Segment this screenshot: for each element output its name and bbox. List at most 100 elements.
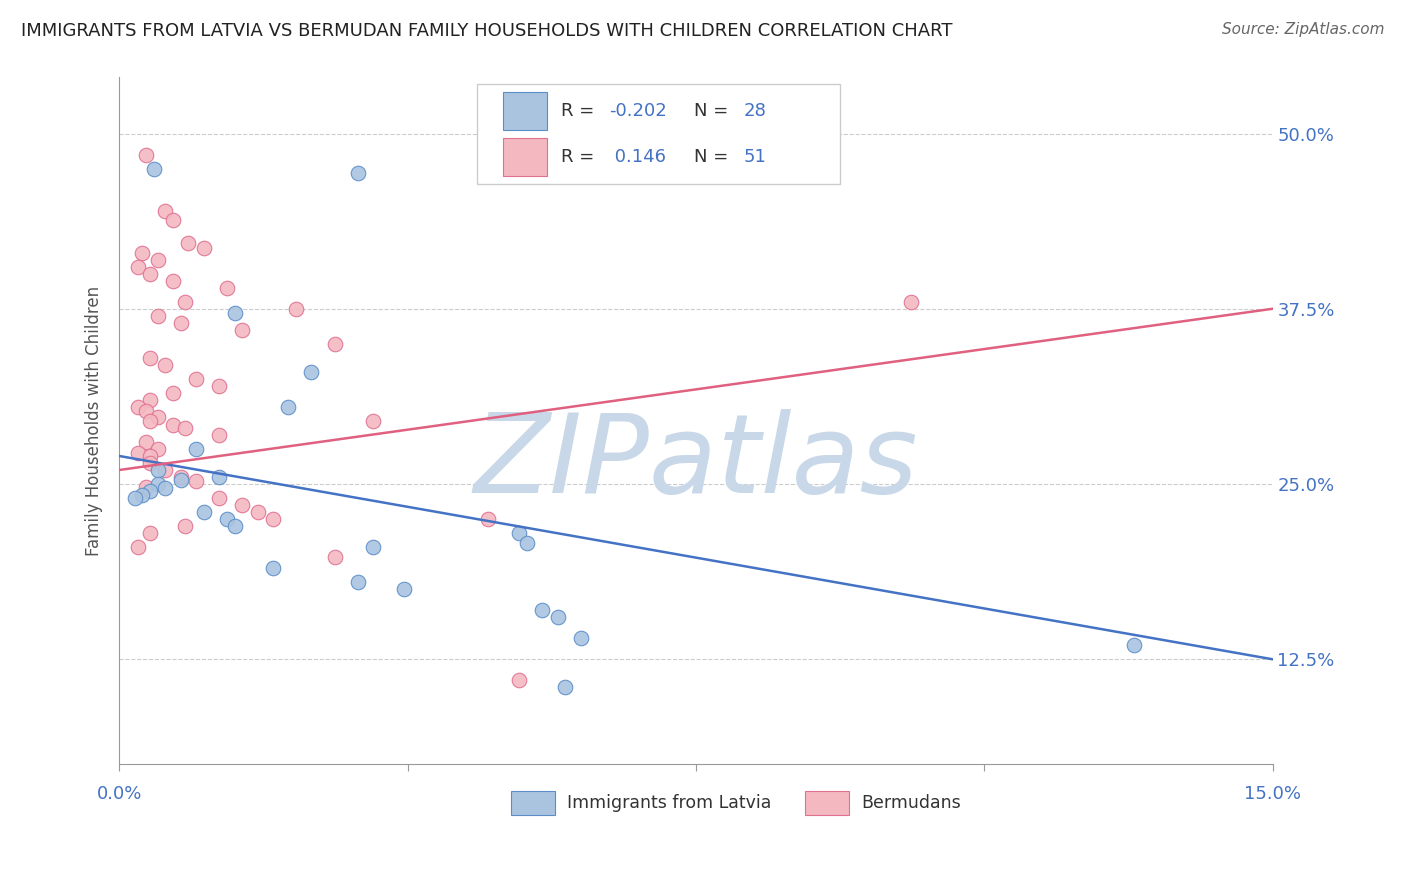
Point <box>208 379 231 393</box>
Point <box>139 351 162 365</box>
Point <box>361 540 384 554</box>
Point <box>392 582 415 597</box>
Point <box>900 294 922 309</box>
Point <box>146 309 169 323</box>
Point <box>162 213 184 227</box>
Point <box>162 274 184 288</box>
FancyBboxPatch shape <box>503 138 547 177</box>
Point <box>285 301 308 316</box>
Point <box>361 414 384 428</box>
Point <box>162 385 184 400</box>
Point <box>128 540 150 554</box>
Point <box>547 610 569 624</box>
Point <box>346 575 368 590</box>
Point <box>1123 638 1146 652</box>
Point <box>170 470 193 484</box>
Text: 51: 51 <box>744 148 766 166</box>
Point <box>135 434 157 449</box>
Point <box>135 480 157 494</box>
Point <box>262 512 284 526</box>
Text: R =: R = <box>561 148 600 166</box>
Point <box>301 365 323 379</box>
Point <box>170 473 193 487</box>
Point <box>131 245 153 260</box>
FancyBboxPatch shape <box>512 790 555 814</box>
Point <box>139 392 162 407</box>
Point <box>139 449 162 463</box>
Text: R =: R = <box>561 102 600 120</box>
Point <box>224 519 246 533</box>
Point <box>193 505 215 519</box>
Point <box>146 409 169 424</box>
Point <box>131 488 153 502</box>
Text: ZIPatlas: ZIPatlas <box>474 409 918 516</box>
Point <box>323 549 346 564</box>
Point <box>146 463 169 477</box>
Point <box>508 673 530 688</box>
Point <box>346 166 368 180</box>
Point <box>146 252 169 267</box>
Point <box>231 323 253 337</box>
Point <box>246 505 269 519</box>
Point <box>128 446 150 460</box>
Point <box>139 526 162 541</box>
Point <box>186 372 208 386</box>
Text: 15.0%: 15.0% <box>1244 786 1301 804</box>
Point <box>224 306 246 320</box>
Point <box>128 400 150 414</box>
Point <box>231 498 253 512</box>
Point <box>139 414 162 428</box>
Point <box>215 512 238 526</box>
Point <box>170 316 193 330</box>
Point <box>186 442 208 456</box>
Point <box>155 481 177 495</box>
Point <box>516 536 538 550</box>
Point <box>554 681 576 695</box>
Point <box>155 203 177 218</box>
Point <box>277 400 299 414</box>
Point <box>124 491 146 505</box>
Point <box>569 632 592 646</box>
Text: 0.146: 0.146 <box>609 148 666 166</box>
Point <box>186 474 208 488</box>
Y-axis label: Family Households with Children: Family Households with Children <box>86 285 103 556</box>
Point <box>208 470 231 484</box>
Point <box>477 512 499 526</box>
Text: Source: ZipAtlas.com: Source: ZipAtlas.com <box>1222 22 1385 37</box>
Point <box>155 358 177 372</box>
Point <box>155 463 177 477</box>
Point <box>208 428 231 442</box>
Point <box>142 161 165 176</box>
Point <box>128 260 150 274</box>
Text: 28: 28 <box>744 102 766 120</box>
Point <box>173 421 195 435</box>
Point <box>508 526 530 541</box>
Point <box>323 336 346 351</box>
FancyBboxPatch shape <box>806 790 849 814</box>
Point <box>531 603 554 617</box>
Text: Bermudans: Bermudans <box>860 794 960 812</box>
Text: N =: N = <box>693 102 734 120</box>
Point <box>173 294 195 309</box>
Point <box>193 242 215 256</box>
Text: -0.202: -0.202 <box>609 102 668 120</box>
Text: Immigrants from Latvia: Immigrants from Latvia <box>567 794 770 812</box>
Text: IMMIGRANTS FROM LATVIA VS BERMUDAN FAMILY HOUSEHOLDS WITH CHILDREN CORRELATION C: IMMIGRANTS FROM LATVIA VS BERMUDAN FAMIL… <box>21 22 953 40</box>
Point <box>135 147 157 161</box>
FancyBboxPatch shape <box>477 85 839 184</box>
Point <box>139 456 162 470</box>
Point <box>262 561 284 575</box>
Point <box>162 418 184 433</box>
Point <box>146 477 169 491</box>
Point <box>139 483 162 498</box>
Text: N =: N = <box>693 148 734 166</box>
Point <box>177 235 200 250</box>
Point <box>135 404 157 418</box>
Point <box>215 281 238 295</box>
Point <box>173 519 195 533</box>
FancyBboxPatch shape <box>503 92 547 130</box>
Point <box>208 491 231 505</box>
Point <box>139 267 162 281</box>
Point <box>146 442 169 456</box>
Text: 0.0%: 0.0% <box>97 786 142 804</box>
